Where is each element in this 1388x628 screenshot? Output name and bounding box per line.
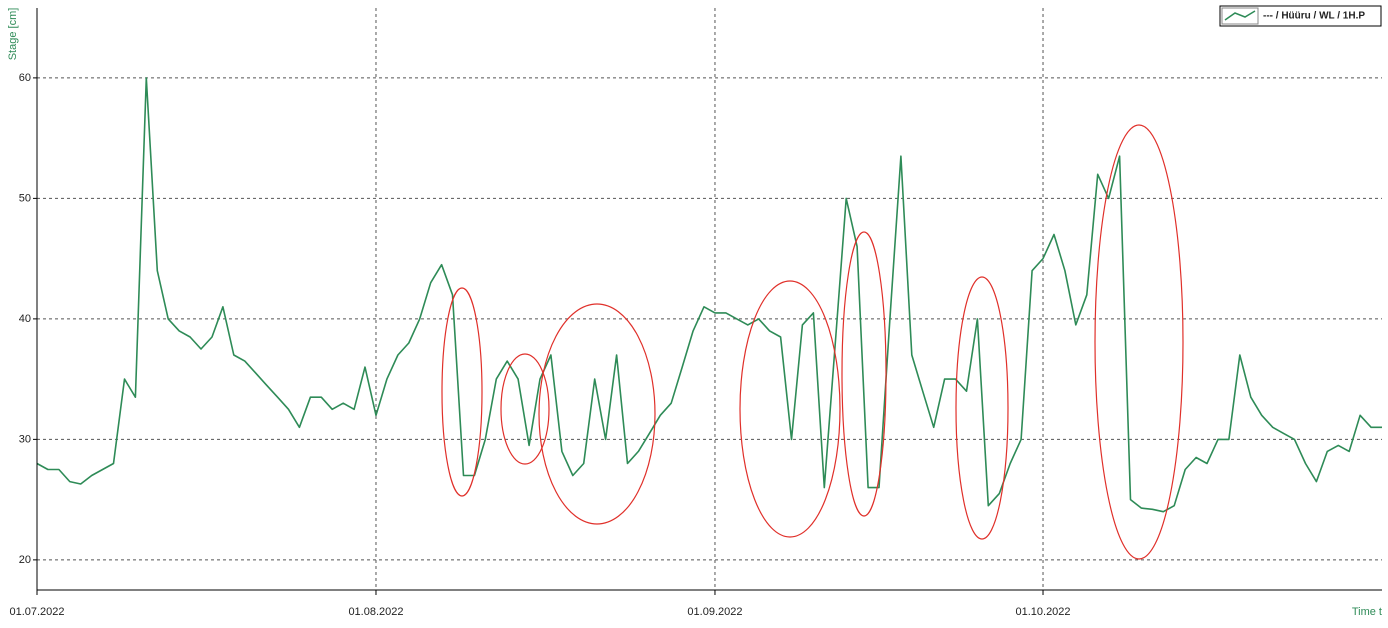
y-axis-label: Stage [cm] (7, 8, 19, 61)
x-tick-label: 01.07.2022 (9, 606, 64, 618)
highlight-ellipse (441, 287, 483, 497)
highlight-ellipse (955, 276, 1009, 540)
x-tick-label: 01.08.2022 (348, 606, 403, 618)
legend-swatch (1224, 10, 1256, 21)
highlight-ellipse (538, 303, 656, 525)
y-tick-label: 20 (19, 554, 31, 566)
plot (36, 77, 1382, 513)
y-tick-label: 30 (19, 433, 31, 445)
legend-box (1219, 5, 1382, 27)
highlight-ellipse (739, 280, 841, 538)
highlight-ellipse (841, 231, 887, 517)
highlight-ellipse (1094, 124, 1184, 560)
y-tick-label: 50 (19, 192, 31, 204)
x-tick-label: 01.09.2022 (687, 606, 742, 618)
data-line (36, 77, 1382, 513)
x-tick-label: 01.10.2022 (1015, 606, 1070, 618)
legend: --- / Hüüru / WL / 1H.P (1219, 5, 1382, 27)
y-tick-label: 40 (19, 313, 31, 325)
annotations (441, 124, 1184, 560)
legend-label: --- / Hüüru / WL / 1H.P (1263, 11, 1365, 22)
legend-swatch-frame (1221, 7, 1259, 25)
y-tick-label: 60 (19, 72, 31, 84)
grid (37, 8, 1382, 590)
highlight-ellipse (500, 353, 550, 465)
x-axis-label: Time t (1352, 606, 1382, 618)
